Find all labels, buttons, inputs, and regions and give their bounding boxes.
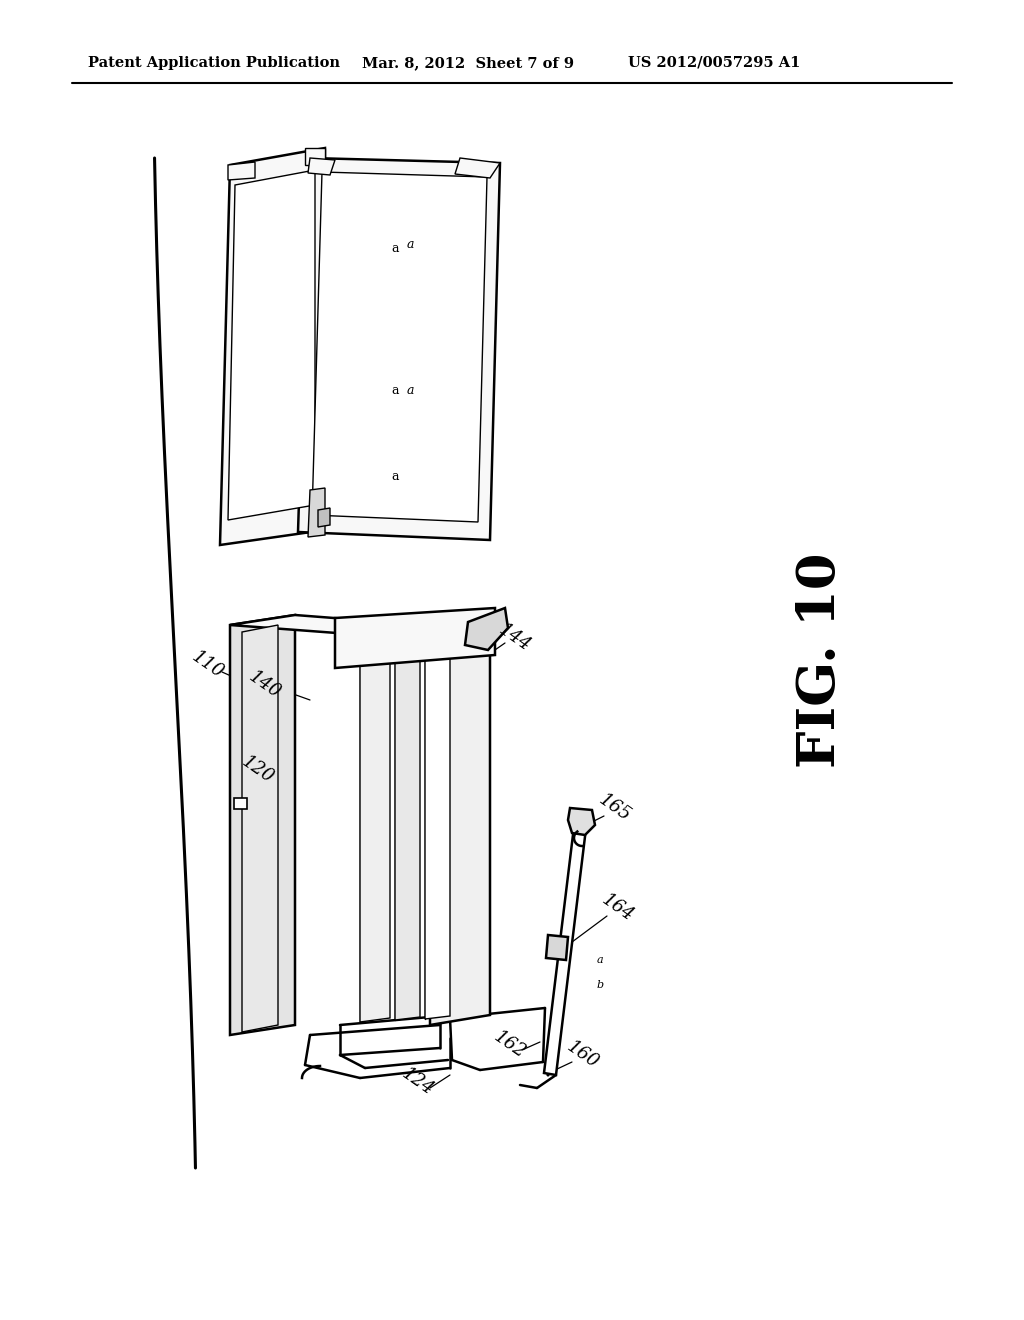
Polygon shape [308,488,325,537]
Text: 164: 164 [599,891,637,925]
Text: a: a [597,954,603,965]
Polygon shape [360,635,390,1022]
Text: a: a [407,239,414,252]
Polygon shape [335,609,495,668]
Text: 140: 140 [246,668,285,702]
Polygon shape [395,634,420,1020]
Text: 165: 165 [596,791,634,825]
Polygon shape [228,162,255,180]
Text: a: a [391,384,398,396]
Text: 144: 144 [496,620,535,655]
Text: FIG. 10: FIG. 10 [795,552,846,768]
Text: US 2012/0057295 A1: US 2012/0057295 A1 [628,55,801,70]
Polygon shape [298,158,500,540]
Polygon shape [465,609,508,649]
Polygon shape [546,935,568,960]
Text: 120: 120 [239,752,278,787]
Bar [234,799,247,809]
Text: b: b [596,979,603,990]
Polygon shape [455,158,500,178]
Polygon shape [242,624,278,1032]
Polygon shape [230,615,295,1035]
Polygon shape [220,148,325,545]
Text: a: a [391,470,398,483]
Text: 110: 110 [188,648,227,682]
Polygon shape [568,808,595,836]
Text: 124: 124 [398,1065,437,1100]
Polygon shape [230,615,490,640]
Polygon shape [312,172,487,521]
Polygon shape [430,630,490,1026]
Polygon shape [544,810,588,1074]
Text: 162: 162 [490,1028,529,1063]
Polygon shape [305,148,325,165]
Polygon shape [425,631,450,1019]
Text: Mar. 8, 2012  Sheet 7 of 9: Mar. 8, 2012 Sheet 7 of 9 [362,55,574,70]
Polygon shape [228,170,315,520]
Polygon shape [318,508,330,527]
Text: a: a [407,384,414,396]
Text: a: a [391,242,398,255]
Polygon shape [308,158,335,176]
Text: 160: 160 [563,1038,602,1072]
Text: Patent Application Publication: Patent Application Publication [88,55,340,70]
